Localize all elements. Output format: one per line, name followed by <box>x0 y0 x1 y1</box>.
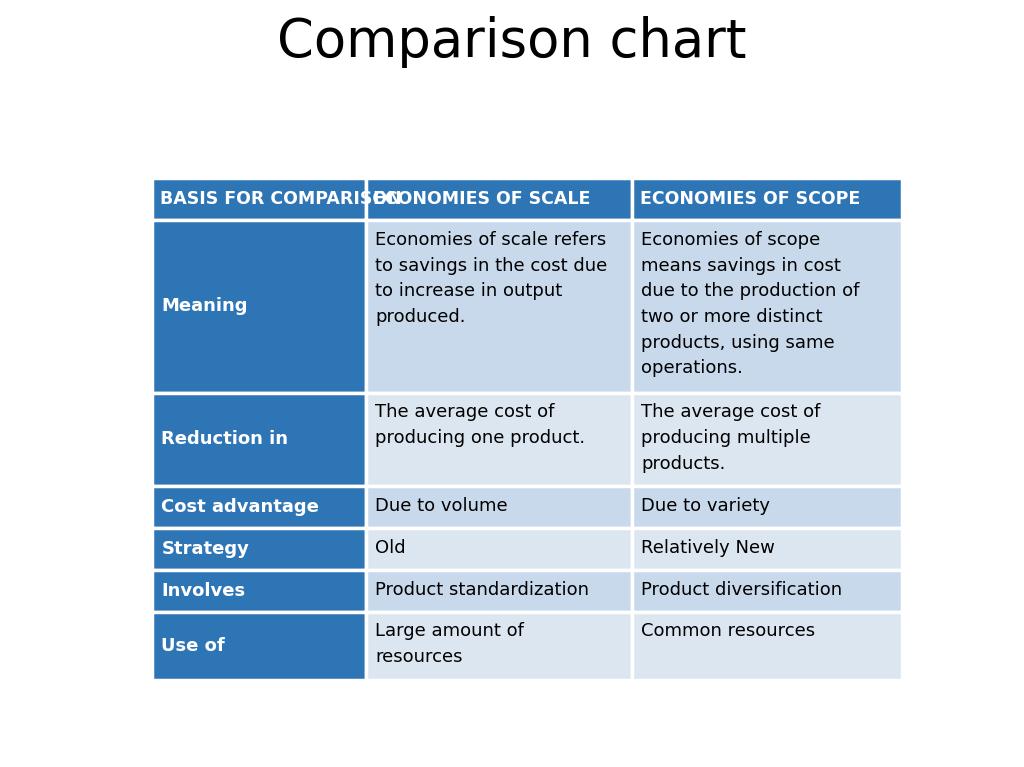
Bar <box>632 528 902 570</box>
Text: Economies of scope
means savings in cost
due to the production of
two or more di: Economies of scope means savings in cost… <box>641 231 860 377</box>
Text: Strategy: Strategy <box>162 540 249 558</box>
Text: The average cost of
producing one product.: The average cost of producing one produc… <box>375 403 585 447</box>
Text: Reduction in: Reduction in <box>162 430 289 449</box>
Bar <box>152 486 366 528</box>
Text: Product standardization: Product standardization <box>375 581 589 599</box>
Text: ECONOMIES OF SCALE: ECONOMIES OF SCALE <box>374 190 591 208</box>
Bar <box>366 220 632 393</box>
Text: Cost advantage: Cost advantage <box>162 499 319 516</box>
Text: Meaning: Meaning <box>162 298 248 315</box>
Bar <box>152 612 366 680</box>
Text: Product diversification: Product diversification <box>641 581 843 599</box>
Bar <box>366 178 632 220</box>
Text: BASIS FOR COMPARISON: BASIS FOR COMPARISON <box>160 190 401 208</box>
Text: Common resources: Common resources <box>641 623 815 640</box>
Text: Due to volume: Due to volume <box>375 497 508 515</box>
Text: Economies of scale refers
to savings in the cost due
to increase in output
produ: Economies of scale refers to savings in … <box>375 231 607 326</box>
Bar <box>366 612 632 680</box>
Bar <box>632 486 902 528</box>
Bar <box>152 528 366 570</box>
Bar <box>152 178 366 220</box>
Text: Large amount of
resources: Large amount of resources <box>375 623 524 666</box>
Bar <box>366 393 632 486</box>
Bar <box>366 528 632 570</box>
Bar <box>632 220 902 393</box>
Text: Due to variety: Due to variety <box>641 497 770 515</box>
Text: Relatively New: Relatively New <box>641 539 775 557</box>
Bar <box>366 570 632 612</box>
Bar <box>632 570 902 612</box>
Text: Use of: Use of <box>162 637 225 655</box>
Bar <box>632 178 902 220</box>
Bar <box>152 220 366 393</box>
Text: Comparison chart: Comparison chart <box>278 16 746 68</box>
Text: Old: Old <box>375 539 406 557</box>
Text: Involves: Involves <box>162 582 246 600</box>
Bar <box>152 393 366 486</box>
Bar <box>632 612 902 680</box>
Text: The average cost of
producing multiple
products.: The average cost of producing multiple p… <box>641 403 820 472</box>
Bar <box>152 570 366 612</box>
Bar <box>366 486 632 528</box>
Text: ECONOMIES OF SCOPE: ECONOMIES OF SCOPE <box>640 190 860 208</box>
Bar <box>632 393 902 486</box>
